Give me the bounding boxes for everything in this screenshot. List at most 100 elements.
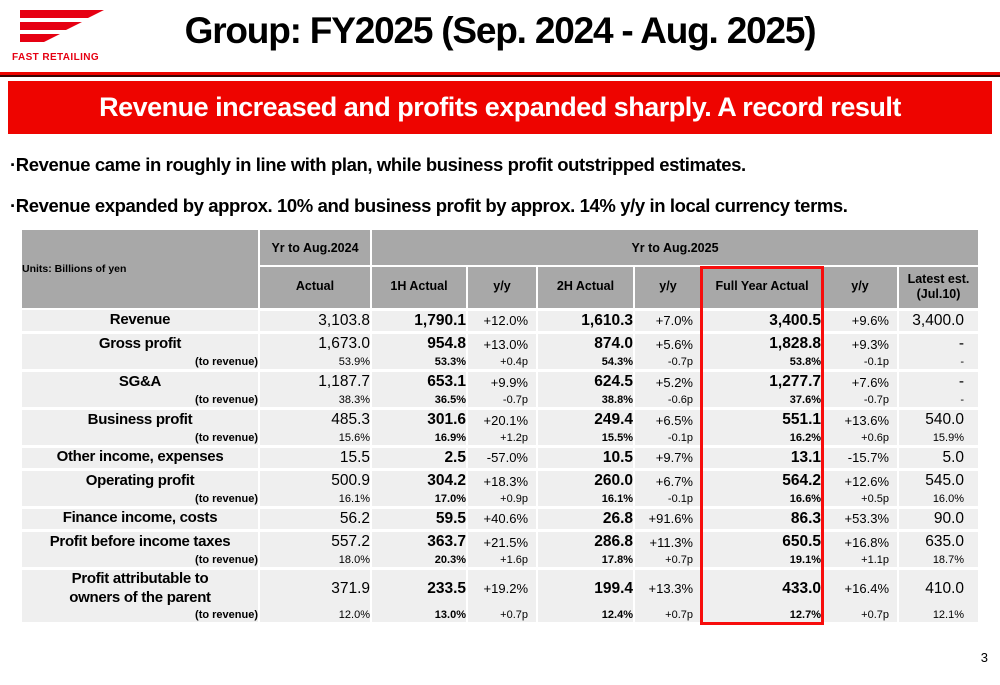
cell-subvalue: 38.8% — [536, 393, 634, 410]
cell-value: 540.0 — [896, 408, 979, 431]
cell-value: 26.8 — [536, 507, 634, 532]
cell-subvalue: +0.7p — [821, 608, 898, 625]
cell-value: 3,400.0 — [896, 309, 979, 334]
cell-subvalue: 20.3% — [370, 553, 467, 570]
cell-value: +9.7% — [633, 446, 702, 471]
cell-value: 90.0 — [896, 507, 979, 532]
cell-value: +5.6% — [633, 332, 702, 355]
cell-subvalue: +1.1p — [821, 553, 898, 570]
cell-subvalue: 15.5% — [536, 431, 634, 448]
cell-value: +7.0% — [633, 309, 702, 334]
cell-subvalue: 54.3% — [536, 355, 634, 372]
cell-value: +21.5% — [466, 530, 537, 553]
cell-subvalue: +0.9p — [466, 492, 537, 509]
cell-value: 624.5 — [536, 370, 634, 393]
cell-subvalue: 18.7% — [896, 553, 979, 570]
cell-value: +53.3% — [821, 507, 898, 532]
cell-value: -15.7% — [821, 446, 898, 471]
cell-value: 1,828.8 — [701, 332, 822, 355]
cell-value: +16.8% — [821, 530, 898, 553]
cell-subvalue: 12.1% — [896, 608, 979, 625]
col-header-yy-2h: y/y — [633, 266, 702, 311]
cell-subvalue: 16.2% — [701, 431, 822, 448]
subrow-label: (to revenue) — [22, 608, 259, 625]
cell-subvalue: 53.9% — [258, 355, 371, 372]
cell-subvalue: -0.1p — [633, 492, 702, 509]
bullet-item: ·Revenue expanded by approx. 10% and bus… — [10, 195, 848, 216]
header-divider — [0, 72, 1000, 77]
cell-value: 650.5 — [701, 530, 822, 553]
table-row: Operating profit 500.9 304.2 +18.3% 260.0 +6.… — [22, 469, 979, 492]
bullet-item: ·Revenue came in roughly in line with pl… — [10, 154, 746, 175]
cell-value: +5.2% — [633, 370, 702, 393]
units-label: Units: Billions of yen — [22, 230, 259, 310]
row-label: Business profit — [22, 408, 259, 431]
cell-value: 545.0 — [896, 469, 979, 492]
cell-subvalue: 13.0% — [370, 608, 467, 625]
table-subrow: (to revenue) 15.6% 16.9% +1.2p 15.5% -0.1p 16.… — [22, 431, 979, 448]
cell-subvalue: +0.4p — [466, 355, 537, 372]
cell-value: 3,103.8 — [258, 309, 371, 334]
col-header-yy-1h: y/y — [466, 266, 537, 311]
cell-value: 1,187.7 — [258, 370, 371, 393]
cell-subvalue: 53.8% — [701, 355, 822, 372]
cell-value: 59.5 — [370, 507, 467, 532]
results-table: Units: Billions of yen Yr to Aug.2024 Yr… — [22, 230, 979, 625]
cell-subvalue: -0.7p — [633, 355, 702, 372]
cell-value: 564.2 — [701, 469, 822, 492]
cell-value: +11.3% — [633, 530, 702, 553]
col-header-actual: Actual — [258, 266, 371, 311]
cell-value: +12.6% — [821, 469, 898, 492]
page-number: 3 — [980, 650, 988, 665]
col-header-yy-fy: y/y — [821, 266, 898, 311]
cell-value: 13.1 — [701, 446, 822, 471]
cell-value: +13.6% — [821, 408, 898, 431]
cell-subvalue: 16.6% — [701, 492, 822, 509]
cell-subvalue: 37.6% — [701, 393, 822, 410]
cell-value: 433.0 — [701, 568, 822, 608]
cell-subvalue: 16.9% — [370, 431, 467, 448]
table-row: Revenue 3,103.8 1,790.1 +12.0% 1,610.3 +7.0% 3… — [22, 309, 979, 334]
row-label: Revenue — [22, 309, 259, 334]
cell-value: +91.6% — [633, 507, 702, 532]
subrow-label: (to revenue) — [22, 355, 259, 372]
table-subrow: (to revenue) 53.9% 53.3% +0.4p 54.3% -0.7p 53.… — [22, 355, 979, 372]
logo-wordmark: FAST RETAILING — [12, 52, 100, 63]
cell-value: 56.2 — [258, 507, 371, 532]
cell-value: +16.4% — [821, 568, 898, 608]
row-label: Profit before income taxes — [22, 530, 259, 553]
table-subrow: (to revenue) 12.0% 13.0% +0.7p 12.4% +0.7p 12.… — [22, 608, 979, 625]
cell-subvalue: 12.0% — [258, 608, 371, 625]
cell-value: 249.4 — [536, 408, 634, 431]
cell-value: 954.8 — [370, 332, 467, 355]
cell-value: 1,277.7 — [701, 370, 822, 393]
cell-value: +9.6% — [821, 309, 898, 334]
cell-subvalue: +0.6p — [821, 431, 898, 448]
cell-value: 635.0 — [896, 530, 979, 553]
table-row: Other income, expenses 15.5 2.5 -57.0% 10.5 +… — [22, 446, 979, 471]
cell-value: +20.1% — [466, 408, 537, 431]
table-subrow: (to revenue) 38.3% 36.5% -0.7p 38.8% -0.6p 37.… — [22, 393, 979, 410]
cell-subvalue: +1.6p — [466, 553, 537, 570]
cell-subvalue: +0.7p — [633, 553, 702, 570]
cell-value: 874.0 — [536, 332, 634, 355]
cell-value: +40.6% — [466, 507, 537, 532]
col-header-latest-est: Latest est. (Jul.10) — [896, 266, 979, 311]
cell-subvalue: -0.1p — [633, 431, 702, 448]
cell-subvalue: +0.7p — [633, 608, 702, 625]
row-label: Finance income, costs — [22, 507, 259, 532]
table-row: Finance income, costs 56.2 59.5 +40.6% 26.8 +… — [22, 507, 979, 532]
cell-value: -57.0% — [466, 446, 537, 471]
cell-value: 500.9 — [258, 469, 371, 492]
cell-value: +13.0% — [466, 332, 537, 355]
cell-subvalue: 36.5% — [370, 393, 467, 410]
bullet-list: ·Revenue came in roughly in line with pl… — [10, 154, 994, 236]
table-row: Profit before income taxes 557.2 363.7 +21.… — [22, 530, 979, 553]
subrow-label: (to revenue) — [22, 431, 259, 448]
cell-value: 2.5 — [370, 446, 467, 471]
cell-subvalue: 18.0% — [258, 553, 371, 570]
cell-value: +9.3% — [821, 332, 898, 355]
cell-subvalue: -0.7p — [821, 393, 898, 410]
row-label: SG&A — [22, 370, 259, 393]
fr-flag-icon — [20, 10, 104, 42]
